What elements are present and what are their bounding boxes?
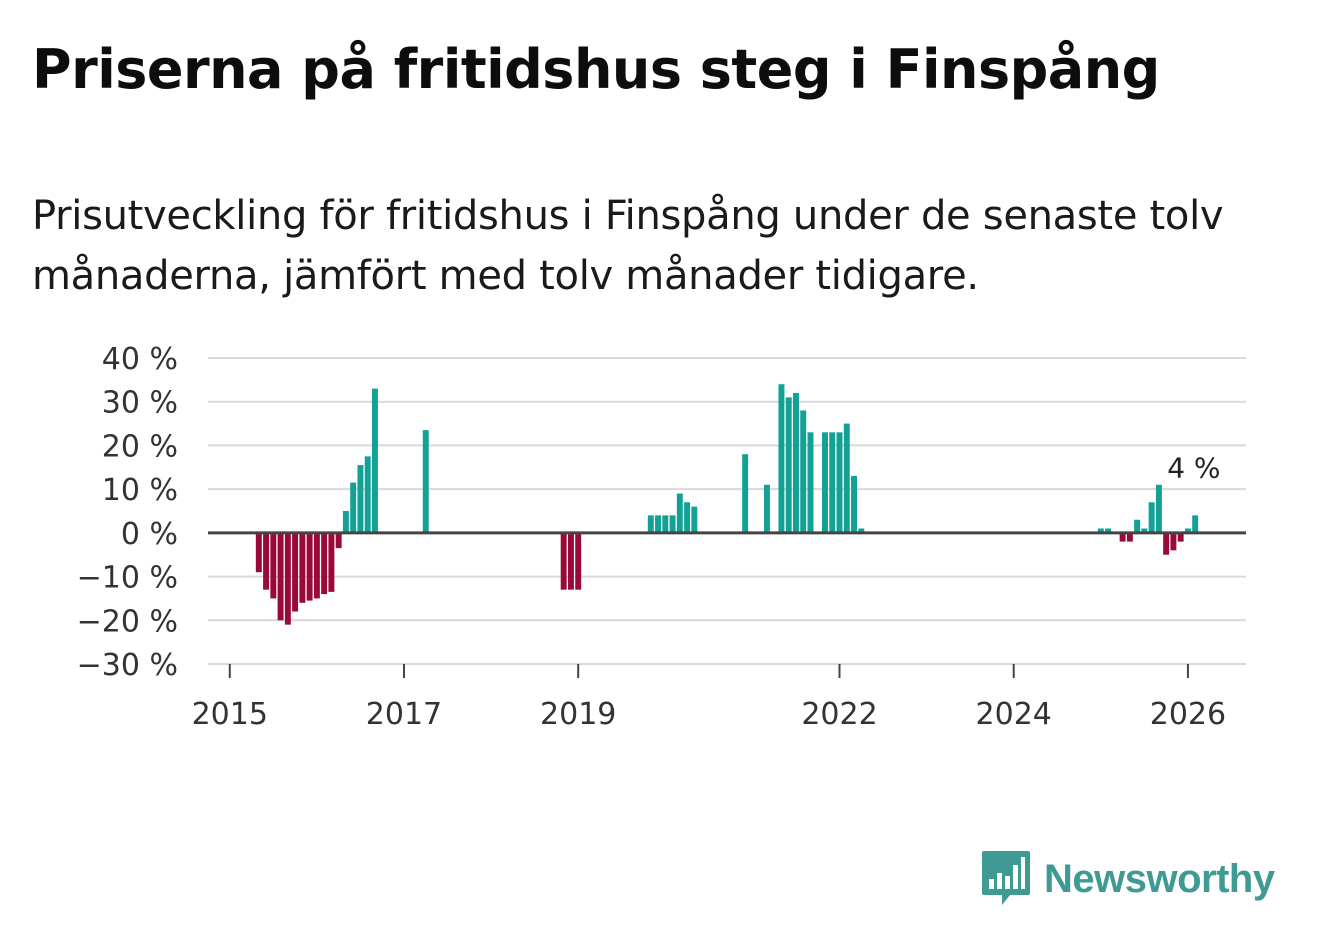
bar — [792, 392, 799, 533]
bar — [575, 532, 582, 590]
logo-text: Newsworthy — [1044, 856, 1275, 901]
bar — [284, 532, 291, 625]
bar — [371, 388, 378, 533]
x-tick-label: 2017 — [366, 697, 442, 732]
bar — [299, 532, 306, 603]
y-tick-label: 30 % — [102, 386, 178, 421]
gridlines — [208, 357, 1246, 665]
bar — [313, 532, 320, 599]
y-axis-tick-labels: 40 % 30 % 20 % 10 % 0 % −10 % −20 % −30 % — [77, 342, 178, 683]
newsworthy-logo-icon — [982, 851, 1030, 905]
bar — [263, 532, 270, 590]
bar — [1141, 528, 1148, 533]
annotation-layer: 4 % — [1167, 451, 1220, 484]
bar — [822, 432, 828, 533]
bar — [1097, 528, 1104, 533]
x-tick-label: 2026 — [1150, 697, 1226, 732]
bar — [691, 506, 698, 533]
bar — [684, 502, 691, 533]
bar — [306, 532, 313, 601]
x-tick-label: 2024 — [976, 697, 1052, 732]
x-tick-label: 2015 — [192, 697, 268, 732]
bar — [321, 532, 328, 595]
bar — [1192, 515, 1199, 533]
bar — [567, 532, 574, 590]
bar — [270, 532, 277, 599]
bar — [335, 532, 342, 549]
bar — [1170, 532, 1177, 551]
bar — [800, 410, 807, 533]
bars — [255, 384, 1199, 625]
bar — [836, 432, 843, 533]
bar — [676, 493, 683, 533]
bar — [1177, 532, 1184, 542]
bar — [350, 482, 357, 533]
bar — [1119, 532, 1126, 542]
chart-title: Priserna på fritidshus steg i Finspång — [32, 38, 1160, 101]
bar-chart: 40 %30 %20 %10 %0 %−10 %−20 %−30 % 2015 2… — [77, 342, 1246, 732]
bar — [357, 465, 364, 533]
bar — [851, 476, 858, 533]
bar — [647, 515, 654, 533]
newsworthy-logo: Newsworthy — [980, 849, 1275, 909]
y-tick-label: 20 % — [102, 429, 178, 464]
bar — [422, 430, 429, 533]
bar — [1126, 532, 1133, 542]
bar — [1163, 532, 1170, 555]
x-axis: 2015 2017 2019 2022 2024 2026 — [192, 663, 1246, 732]
bar — [843, 423, 850, 533]
bar — [763, 484, 770, 533]
y-tick-label: 40 % — [102, 342, 178, 377]
bar — [655, 515, 662, 533]
x-tick-label: 2022 — [801, 697, 877, 732]
bar — [255, 532, 262, 573]
bar — [328, 532, 335, 592]
y-tick-label: 10 % — [102, 473, 178, 508]
y-tick-label: −20 % — [77, 604, 178, 639]
bar — [342, 511, 349, 533]
bar — [785, 397, 792, 533]
bar — [1155, 484, 1162, 533]
y-tick-label: 0 % — [121, 517, 178, 552]
bar — [829, 432, 836, 533]
bar — [364, 456, 371, 533]
bar — [1148, 502, 1155, 533]
bar — [807, 432, 814, 533]
bar — [662, 515, 669, 533]
bar — [277, 532, 284, 621]
y-tick-label: −10 % — [77, 561, 178, 596]
bar — [560, 532, 567, 590]
latest-value-label: 4 % — [1167, 451, 1220, 484]
y-tick-label: −30 % — [77, 648, 178, 683]
bar — [742, 454, 749, 533]
bar — [669, 515, 676, 533]
bar — [1134, 519, 1141, 533]
bar — [1105, 528, 1112, 533]
bar — [778, 384, 785, 533]
bar — [292, 532, 299, 612]
x-tick-label: 2019 — [540, 697, 616, 732]
bar — [1184, 528, 1191, 533]
bar — [858, 528, 865, 533]
chart-subtitle: Prisutveckling för fritidshus i Finspång… — [32, 193, 1224, 299]
